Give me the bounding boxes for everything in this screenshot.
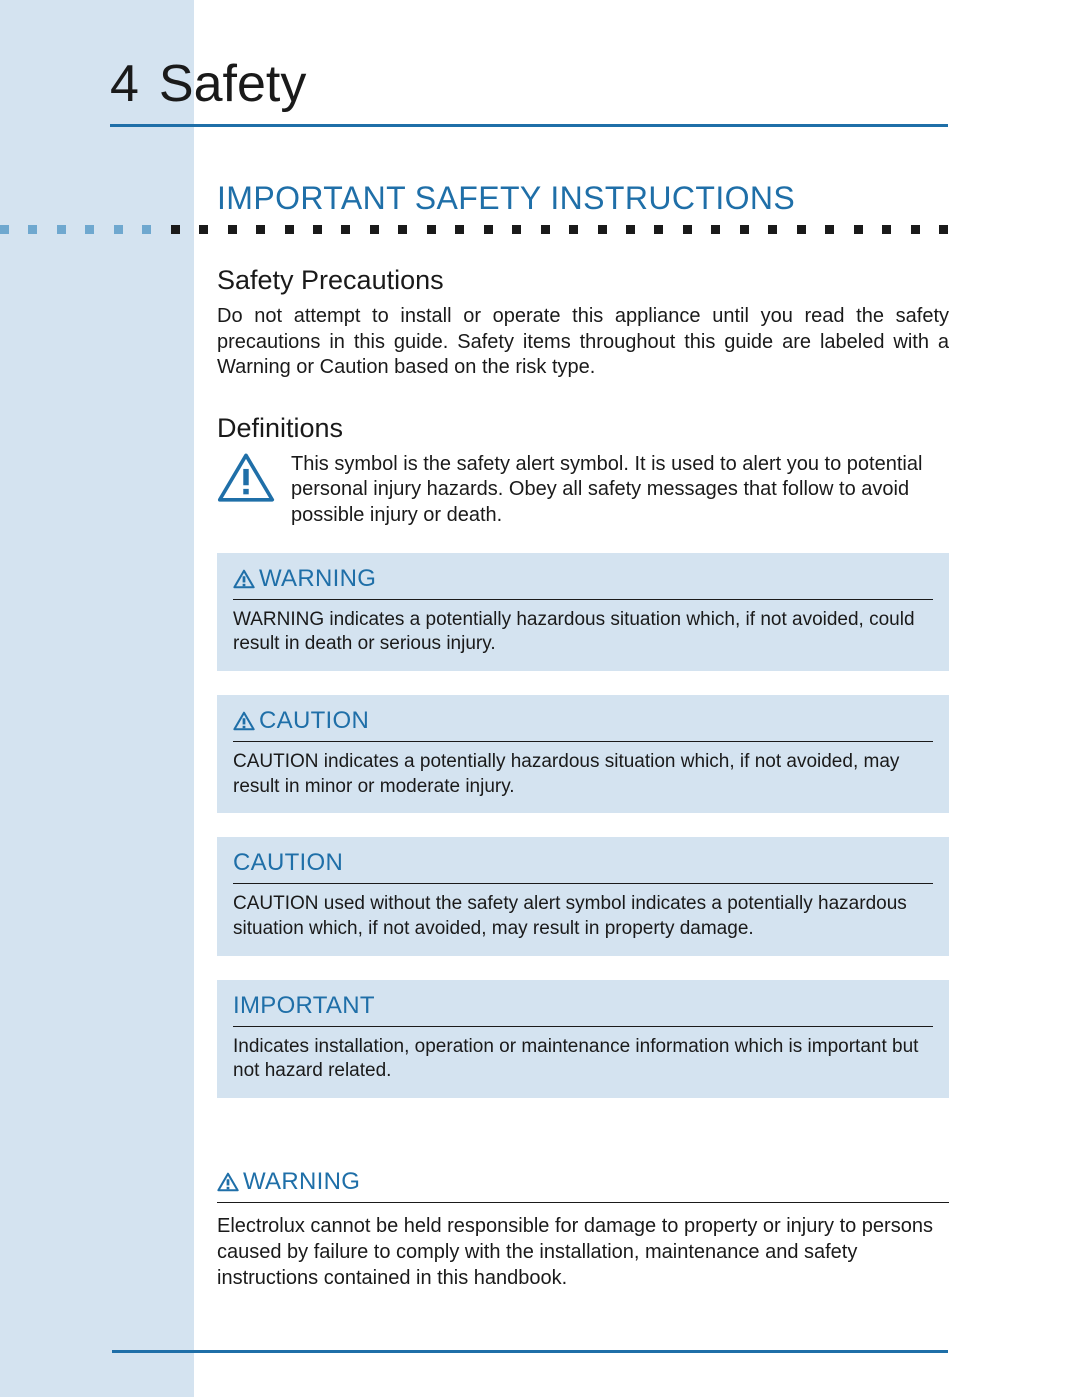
definition-label: CAUTION xyxy=(233,849,933,884)
alert-triangle-icon xyxy=(217,452,275,509)
left-color-band xyxy=(0,0,194,1397)
page-header: 4 Safety xyxy=(110,58,948,127)
lower-warning-body: Electrolux cannot be held responsible fo… xyxy=(217,1213,949,1291)
leader-dot xyxy=(0,225,9,234)
chapter-title: Safety xyxy=(159,58,306,110)
definition-box: WARNING WARNING indicates a potentially h… xyxy=(217,553,949,671)
precautions-heading: Safety Precautions xyxy=(217,265,949,296)
definition-box: CAUTION CAUTION used without the safety a… xyxy=(217,837,949,955)
definition-label-text: CAUTION xyxy=(233,849,343,877)
lower-warning-label: WARNING xyxy=(217,1168,949,1203)
definition-label-text: IMPORTANT xyxy=(233,992,375,1020)
definition-body: Indicates installation, operation or mai… xyxy=(233,1035,933,1084)
definitions-heading: Definitions xyxy=(217,413,949,444)
definition-label: IMPORTANT xyxy=(233,992,933,1027)
definition-body: CAUTION indicates a potentially hazardou… xyxy=(233,750,933,799)
definition-box: IMPORTANT Indicates installation, operati… xyxy=(217,980,949,1098)
leader-dot xyxy=(85,225,94,234)
section-title: IMPORTANT SAFETY INSTRUCTIONS xyxy=(217,180,949,217)
leader-dot xyxy=(171,225,180,234)
leader-dot xyxy=(199,225,208,234)
definition-label-text: WARNING xyxy=(259,565,376,593)
content-area: IMPORTANT SAFETY INSTRUCTIONS Safety Pre… xyxy=(217,180,949,1291)
footer-rule xyxy=(112,1350,948,1353)
alert-symbol-text: This symbol is the safety alert symbol. … xyxy=(291,452,949,529)
leader-dot xyxy=(142,225,151,234)
page-number: 4 xyxy=(110,58,139,110)
lower-warning-block: WARNING Electrolux cannot be held respon… xyxy=(217,1168,949,1291)
lower-warning-label-text: WARNING xyxy=(243,1168,360,1196)
leader-dot xyxy=(28,225,37,234)
definition-label: WARNING xyxy=(233,565,933,600)
leader-dot xyxy=(57,225,66,234)
leader-dot xyxy=(114,225,123,234)
warning-triangle-icon xyxy=(233,711,255,731)
alert-symbol-row: This symbol is the safety alert symbol. … xyxy=(217,452,949,529)
definition-body: WARNING indicates a potentially hazardou… xyxy=(233,608,933,657)
definition-box: CAUTION CAUTION indicates a potentially h… xyxy=(217,695,949,813)
page: 4 Safety IMPORTANT SAFETY INSTRUCTIONS S… xyxy=(0,0,1080,1397)
warning-triangle-icon xyxy=(233,569,255,589)
definition-body: CAUTION used without the safety alert sy… xyxy=(233,892,933,941)
definition-label-text: CAUTION xyxy=(259,707,369,735)
definition-boxes: WARNING WARNING indicates a potentially h… xyxy=(217,553,949,1099)
precautions-body: Do not attempt to install or operate thi… xyxy=(217,304,949,381)
definition-label: CAUTION xyxy=(233,707,933,742)
warning-triangle-icon xyxy=(217,1172,239,1192)
